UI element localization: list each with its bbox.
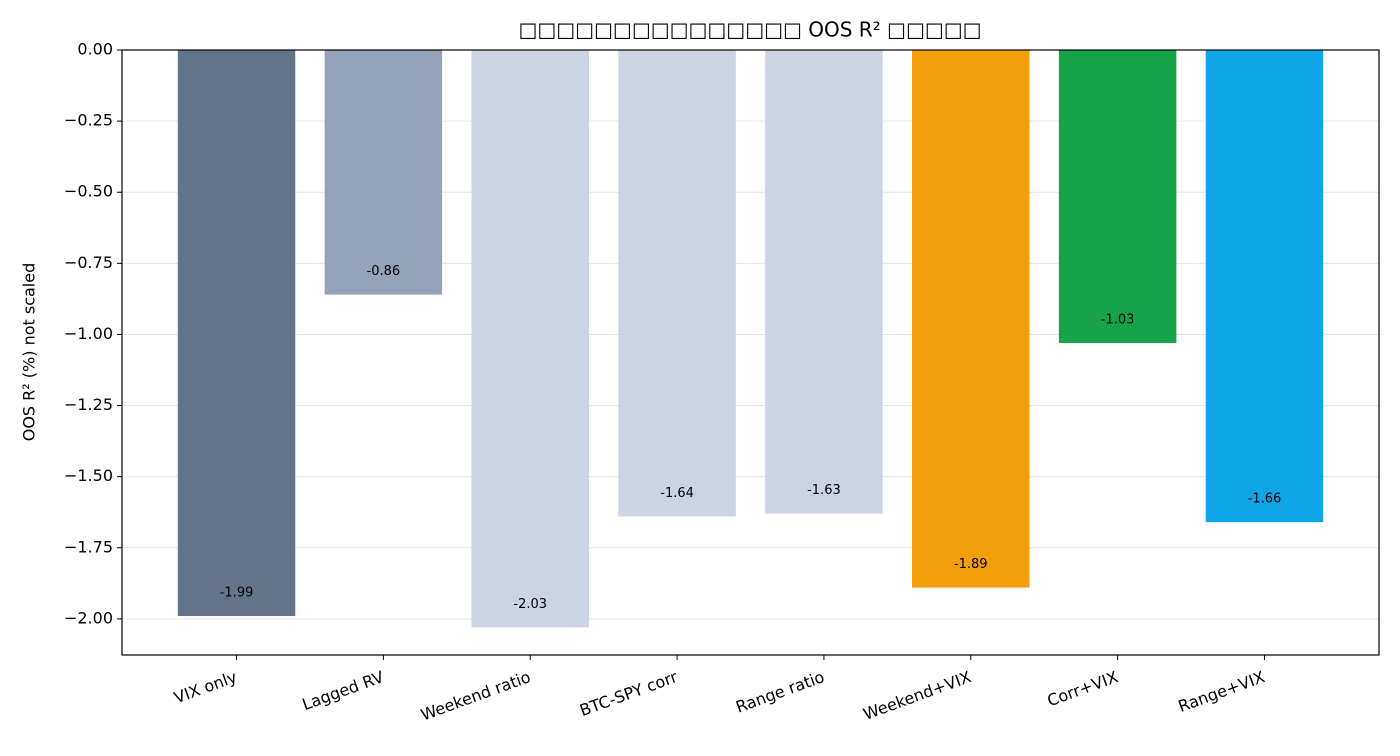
bar [177, 50, 296, 617]
x-tick-label: Corr+VIX [1045, 667, 1121, 710]
bar [618, 50, 736, 517]
value-label: -2.03 [513, 597, 547, 612]
value-label: -1.63 [807, 483, 841, 498]
x-tick-label: Weekend ratio [418, 667, 533, 724]
x-tick-label: Weekend+VIX [861, 667, 974, 724]
y-tick-label: −1.25 [64, 395, 113, 414]
bar [1205, 50, 1324, 523]
x-tick-label: Lagged RV [300, 667, 387, 714]
chart-title: □□□□□□□□□□□□□□□ OOS R² □□□□□ [518, 18, 981, 42]
value-label: -0.86 [367, 264, 401, 279]
y-tick-label: −1.50 [64, 466, 113, 485]
value-label: -1.89 [954, 557, 988, 572]
value-label: -1.66 [1248, 492, 1282, 507]
y-tick-label: −1.75 [64, 537, 113, 556]
y-tick-label: −0.25 [64, 111, 113, 130]
y-tick-label: −0.50 [64, 182, 113, 201]
plot-frame [121, 49, 1380, 656]
value-label: -1.03 [1101, 312, 1135, 327]
x-tick-label: Range ratio [733, 667, 827, 717]
y-tick-label: −0.75 [64, 253, 113, 272]
y-tick-label: −2.00 [64, 608, 113, 627]
bar [471, 50, 589, 628]
bar [1058, 50, 1177, 343]
x-tick-label: VIX only [171, 667, 239, 707]
bar [765, 50, 883, 514]
y-tick-label: −1.00 [64, 324, 113, 343]
y-axis-label: OOS R² (%) not scaled [20, 263, 39, 442]
value-label: -1.64 [660, 486, 694, 501]
value-label: -1.99 [220, 586, 254, 601]
bar [324, 50, 443, 295]
bar [912, 50, 1030, 588]
x-tick-label: Range+VIX [1176, 667, 1268, 716]
x-tick-label: BTC-SPY corr [577, 667, 680, 720]
y-tick-label: 0.00 [77, 40, 113, 59]
